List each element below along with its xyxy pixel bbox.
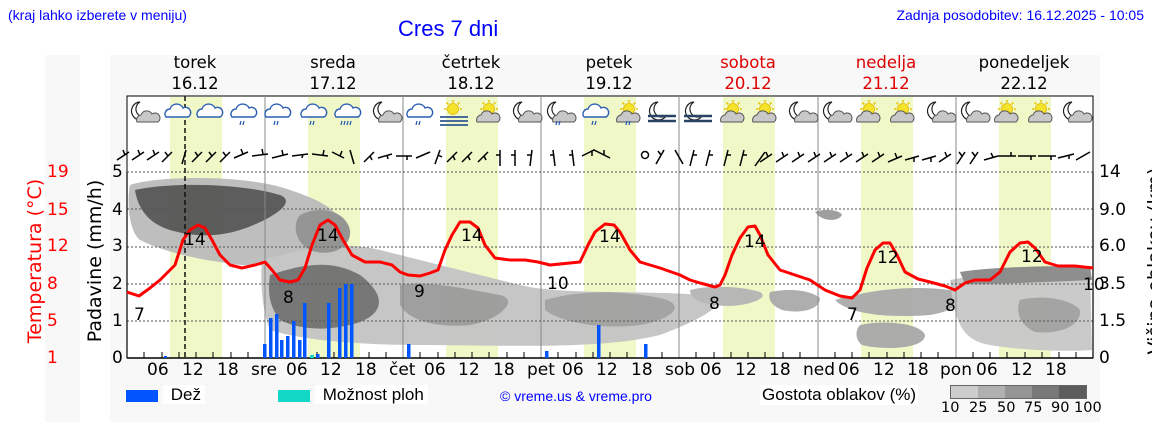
svg-text:8: 8 xyxy=(709,294,720,314)
temp-tick: 1 xyxy=(47,348,58,368)
x-label: 06 xyxy=(147,360,169,380)
x-label: sob xyxy=(665,360,696,380)
location-hint: (kraj lahko izberete v meniju) xyxy=(8,7,187,23)
temp-tick: 15 xyxy=(47,200,69,220)
x-label: 18 xyxy=(1045,360,1067,380)
density-tick: 75 xyxy=(1024,400,1043,416)
temp-tick: 5 xyxy=(47,311,58,331)
svg-text:14: 14 xyxy=(184,230,206,250)
density-scale xyxy=(950,385,1087,399)
legend-showers: Možnost ploh xyxy=(278,385,428,405)
svg-text:10: 10 xyxy=(547,274,569,294)
temperature-labels: 7 14 8 14 9 14 10 14 8 14 7 12 8 12 10 xyxy=(134,226,1105,325)
showers-swatch xyxy=(278,389,310,402)
svg-text:14: 14 xyxy=(317,226,339,246)
x-label: 06 xyxy=(562,360,584,380)
day-separators xyxy=(264,96,957,358)
svg-text:8: 8 xyxy=(945,296,956,316)
cloud-tick: 0 xyxy=(1099,348,1110,368)
x-label: 12 xyxy=(1011,360,1033,380)
temp-axis-panel xyxy=(45,55,80,422)
precip-tick: 1 xyxy=(112,311,123,331)
wind-barbs xyxy=(116,148,1091,167)
svg-text:9: 9 xyxy=(414,282,425,302)
precip-tick: 2 xyxy=(112,274,123,294)
density-tick: 10 xyxy=(941,400,960,416)
density-tick: 50 xyxy=(997,400,1016,416)
cloud-tick: 14 xyxy=(1099,162,1121,182)
temperature-line xyxy=(126,218,1094,300)
x-label: 12 xyxy=(596,360,618,380)
x-label: 12 xyxy=(458,360,480,380)
x-label: 06 xyxy=(700,360,722,380)
cloud-tick: 1.5 xyxy=(1099,311,1127,331)
day-header-sat: sobota 20.12 xyxy=(720,53,776,93)
day-header-tue: torek 16.12 xyxy=(171,53,219,93)
x-label: pon xyxy=(940,360,972,380)
x-label: 18 xyxy=(631,360,653,380)
last-updated: Zadnja posodobitev: 16.12.2025 - 10:05 xyxy=(896,7,1144,23)
x-label: čet xyxy=(389,360,416,380)
precip-tick: 5 xyxy=(112,162,123,182)
density-tick: 90 xyxy=(1051,400,1070,416)
svg-text:12: 12 xyxy=(877,248,899,268)
x-label: 06 xyxy=(976,360,998,380)
rain-swatch xyxy=(126,389,158,402)
cloud-tick: 6.0 xyxy=(1099,236,1127,256)
cloud-tick: 9.0 xyxy=(1099,200,1127,220)
x-label: sre xyxy=(251,360,277,380)
day-header-fri: petek 19.12 xyxy=(585,53,633,93)
density-title: Gostota oblakov (%) xyxy=(760,385,919,405)
x-label: 18 xyxy=(769,360,791,380)
svg-text:14: 14 xyxy=(599,227,621,247)
day-header-mon: ponedeljek 22.12 xyxy=(978,53,1070,93)
shower-bars xyxy=(310,355,314,358)
precip-tick: 3 xyxy=(112,236,123,256)
svg-text:14: 14 xyxy=(461,226,483,246)
day-header-wed: sreda 17.12 xyxy=(309,53,357,93)
svg-text:12: 12 xyxy=(1021,247,1043,267)
svg-text:14: 14 xyxy=(744,232,766,252)
x-label: 18 xyxy=(493,360,515,380)
copyright-link[interactable]: © vreme.us & vreme.pro xyxy=(500,388,652,404)
cloud-tick: 3.5 xyxy=(1099,274,1127,294)
x-label: 12 xyxy=(320,360,342,380)
density-tick: 100 xyxy=(1074,400,1102,416)
density-tick: 25 xyxy=(969,400,988,416)
day-header-sun: nedelja 21.12 xyxy=(855,53,917,93)
x-label: 12 xyxy=(735,360,757,380)
x-label: 18 xyxy=(217,360,239,380)
x-label: 18 xyxy=(907,360,929,380)
rain-bars xyxy=(164,284,648,358)
svg-text:8: 8 xyxy=(283,288,294,308)
temp-tick: 12 xyxy=(47,236,69,256)
x-label: 06 xyxy=(838,360,860,380)
precip-tick: 4 xyxy=(112,200,123,220)
x-label: 06 xyxy=(424,360,446,380)
x-label: 12 xyxy=(182,360,204,380)
legend-rain: Dež xyxy=(126,385,205,405)
temp-tick: 8 xyxy=(47,274,58,294)
page-title: Cres 7 dni xyxy=(398,16,499,41)
x-label: pet xyxy=(527,360,555,380)
precip-tick: 0 xyxy=(112,348,123,368)
x-label: 18 xyxy=(355,360,377,380)
day-header-thu: četrtek 18.12 xyxy=(441,53,501,93)
svg-text:7: 7 xyxy=(134,305,145,325)
x-label: ned xyxy=(803,360,836,380)
x-label: 06 xyxy=(286,360,308,380)
x-label: 12 xyxy=(873,360,895,380)
temp-tick: 19 xyxy=(47,162,69,182)
svg-text:10: 10 xyxy=(1083,275,1105,295)
svg-text:7: 7 xyxy=(847,305,858,325)
